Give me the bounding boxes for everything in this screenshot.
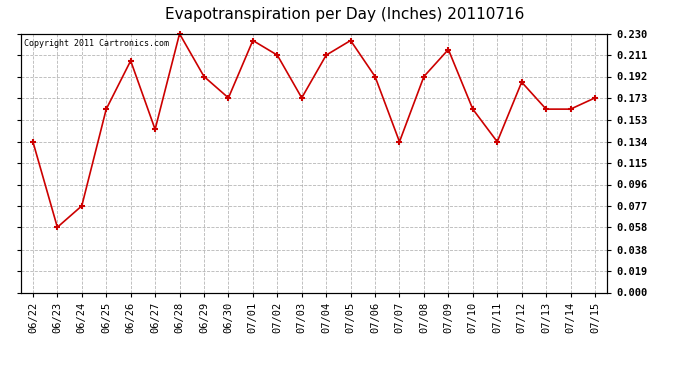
Text: Evapotranspiration per Day (Inches) 20110716: Evapotranspiration per Day (Inches) 2011…: [166, 8, 524, 22]
Text: Copyright 2011 Cartronics.com: Copyright 2011 Cartronics.com: [23, 39, 168, 48]
